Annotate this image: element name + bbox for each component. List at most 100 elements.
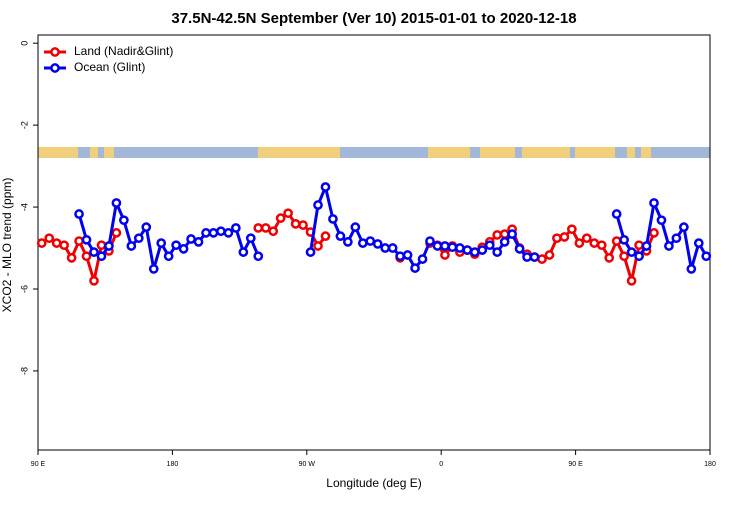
data-point [238, 247, 249, 257]
data-point [313, 200, 323, 210]
data-point [89, 247, 99, 257]
data-point [201, 228, 211, 238]
data-point [574, 238, 585, 248]
data-point [417, 254, 428, 264]
data-point [320, 231, 331, 242]
data-point [499, 229, 510, 239]
data-point [656, 215, 667, 226]
data-point [365, 236, 376, 246]
data-point [484, 240, 495, 251]
data-point [223, 228, 234, 238]
land-strip [104, 147, 114, 158]
legend-marker [50, 63, 60, 73]
y-tick-label: -8 [19, 367, 29, 375]
y-tick-label: -2 [19, 121, 29, 129]
data-point [649, 228, 659, 238]
data-point [104, 241, 114, 251]
data-point [320, 182, 331, 192]
data-point [350, 222, 361, 232]
legend-label: Land (Nadir&Glint) [74, 44, 173, 58]
data-point [111, 228, 122, 238]
data-point [596, 240, 607, 251]
data-point [193, 237, 204, 247]
data-point [440, 250, 450, 260]
data-point [641, 241, 652, 251]
x-tick-label: 180 [167, 461, 179, 468]
data-point [477, 245, 488, 255]
y-tick-label: 0 [19, 41, 29, 46]
data-point [66, 253, 77, 263]
data-point [313, 241, 323, 251]
data-point [253, 223, 264, 233]
data-point [51, 238, 62, 248]
land-strip [90, 147, 98, 158]
land-strip [522, 147, 570, 158]
chart-title: 37.5N-42.5N September (Ver 10) 2015-01-0… [171, 10, 576, 27]
data-point [305, 247, 316, 257]
data-point [537, 254, 547, 264]
map-strip [38, 147, 710, 158]
data-point [186, 234, 196, 244]
data-point [163, 251, 174, 262]
data-point [216, 226, 226, 237]
data-point [514, 243, 525, 254]
x-tick-label: 0 [439, 461, 443, 468]
data-point [335, 231, 346, 242]
data-point [96, 240, 107, 251]
data-point [141, 222, 152, 232]
data-point [432, 241, 443, 251]
data-point [208, 228, 219, 238]
data-point [81, 234, 92, 245]
data-point [290, 219, 301, 229]
data-point [395, 251, 405, 262]
x-tick-label: 90 E [31, 461, 46, 468]
data-point [634, 251, 644, 262]
data-point [283, 208, 293, 219]
x-tick-label: 90 W [299, 461, 316, 468]
data-point [245, 233, 256, 244]
data-point [119, 215, 129, 226]
data-point [559, 232, 570, 242]
data-point [671, 233, 682, 244]
data-point [626, 275, 637, 286]
land-strip [258, 147, 340, 158]
data-point [178, 243, 189, 254]
data-point [425, 236, 435, 246]
land-strip [428, 147, 470, 158]
data-point [522, 252, 532, 262]
x-tick-label: 180 [704, 461, 716, 468]
data-point [469, 247, 480, 257]
data-point [701, 251, 712, 262]
data-point [462, 245, 473, 255]
y-axis-label: XCO2 - MLO trend (ppm) [0, 178, 14, 313]
data-point [492, 247, 503, 257]
data-point [619, 234, 629, 245]
data-point [686, 264, 697, 274]
data-point [231, 223, 241, 233]
data-point [679, 222, 689, 232]
land-strip [641, 147, 651, 158]
data-point [156, 238, 167, 248]
data-point [611, 236, 622, 246]
data-point [589, 238, 600, 248]
data-point [357, 238, 368, 248]
data-point [268, 226, 279, 237]
data-point [634, 240, 644, 251]
x-tick-label: 90 E [568, 461, 583, 468]
data-point [529, 252, 540, 262]
data-point [126, 241, 137, 251]
data-point [544, 250, 555, 260]
data-point [552, 233, 562, 244]
data-point [387, 243, 398, 253]
data-point [567, 224, 577, 235]
land-strip [38, 147, 78, 158]
data-point [626, 247, 637, 257]
data-point [111, 198, 122, 208]
data-point [492, 230, 503, 240]
data-point [604, 253, 615, 263]
data-point [81, 251, 92, 262]
data-point [253, 251, 264, 262]
data-point [36, 238, 47, 248]
